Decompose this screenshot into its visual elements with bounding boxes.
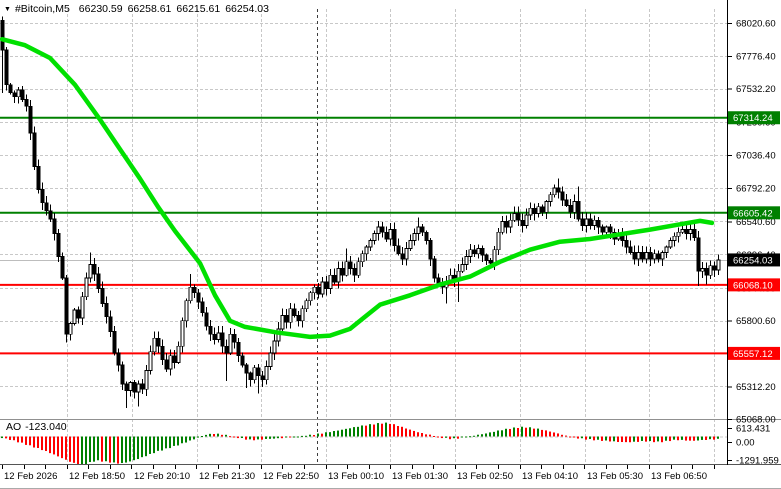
time-tick-label: 13 Feb 04:10 [522,471,578,482]
level-lines-layer [0,116,727,355]
price-tick-label: 66792.20 [736,183,776,194]
price-tick-label: 65312.20 [736,382,776,393]
svg-text:66605.42: 66605.42 [733,208,773,219]
time-axis[interactable]: 12 Feb 2026 12 Feb 18:50 12 Feb 20:10 12 Fe… [2,465,715,482]
svg-text:67314.24: 67314.24 [733,113,773,124]
price-tick-label: 67532.20 [736,84,776,95]
time-tick-label: 12 Feb 2026 [4,471,57,482]
price-tick-label: 67776.40 [736,51,776,62]
price-tick-label: 65068.00 [736,415,776,426]
price-tick-label: 68020.60 [736,19,776,30]
resistance-price-label: 66605.42 [728,206,780,220]
bar-low-value: 66215.61 [176,3,221,15]
current-price-label: 66254.03 [728,253,780,267]
time-tick-label: 13 Feb 06:50 [651,471,707,482]
price-tick-label: 67036.40 [736,151,776,162]
svg-text:66254.03: 66254.03 [733,255,773,266]
bar-close-value: 66254.03 [225,3,269,15]
ao-indicator-value: -123.040 [25,421,67,433]
price-tick-label: 65800.60 [736,316,776,327]
price-axis[interactable]: 68020.6067776.4067532.2067280.6067036.40… [727,19,780,467]
time-tick-label: 13 Feb 00:10 [328,471,384,482]
bar-open-value: 66230.59 [78,3,123,15]
time-tick-label: 12 Feb 20:10 [134,471,190,482]
collapse-arrow-icon[interactable]: ▼ [4,6,11,13]
ao-histogram-layer [1,422,719,465]
support-price-label: 66068.10 [728,278,780,292]
time-tick-label: 12 Feb 22:50 [263,471,319,482]
resistance-price-label: 67314.24 [728,111,780,125]
svg-text:65557.12: 65557.12 [733,349,773,360]
time-tick-label: 13 Feb 01:30 [392,471,448,482]
time-tick-label: 13 Feb 05:30 [587,471,643,482]
symbol-period-label: #Bitcoin,M5 [14,3,70,15]
ao-axis-label: 613.431 [736,424,770,435]
ao-axis-label: 0.00 [736,438,755,449]
bar-high-value: 66258.61 [127,3,172,15]
time-tick-label: 12 Feb 18:50 [69,471,125,482]
ao-indicator-label: AO -123.040 [6,421,67,433]
support-price-label: 65557.12 [728,346,780,360]
ao-indicator-name: AO [6,421,22,433]
moving-average-line[interactable] [0,36,715,340]
time-tick-label: 12 Feb 21:30 [199,471,255,482]
ao-axis-label: -1291.959 [736,456,779,467]
price-tick-label: 66540.60 [736,217,776,228]
svg-text:66068.10: 66068.10 [733,280,773,291]
chart-header: ▼ #Bitcoin,M5 66230.59 66258.61 66215.61 6625… [4,3,274,15]
time-tick-label: 13 Feb 02:50 [457,471,513,482]
